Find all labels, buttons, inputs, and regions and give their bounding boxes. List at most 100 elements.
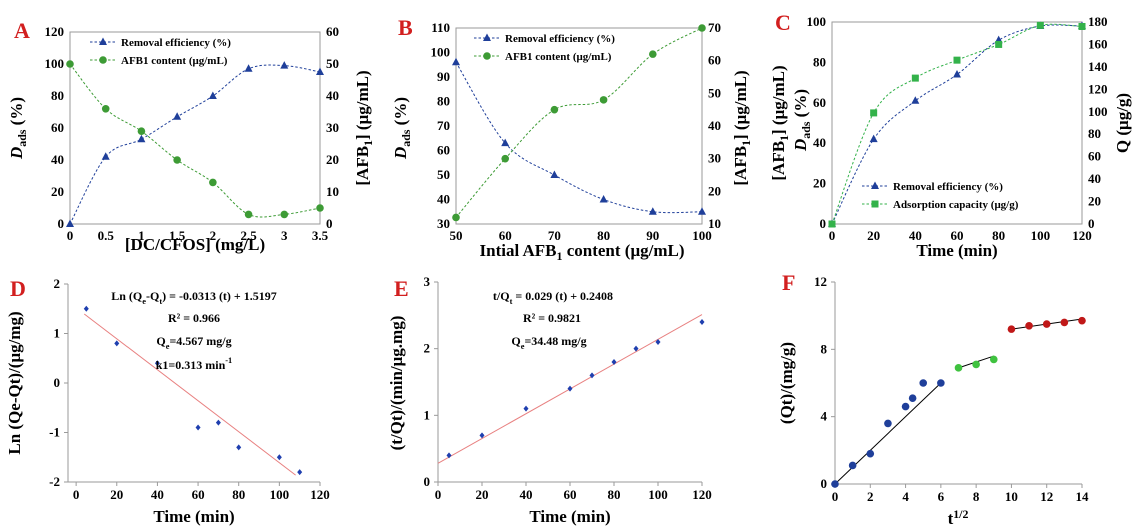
x-tick-label: 14 [1076, 489, 1090, 504]
data-point [550, 105, 559, 114]
y-tick-label: 60 [51, 120, 64, 135]
data-point [633, 345, 639, 352]
y-axis-title: Dads (%) [791, 89, 813, 152]
data-point [244, 210, 253, 219]
y-tick-label: 120 [45, 24, 65, 39]
y2-axis-title: [AFB1] (μg/mL) [731, 70, 753, 185]
y-tick-label: 70 [437, 118, 450, 133]
data-point [911, 96, 920, 104]
data-point [276, 454, 282, 461]
y2-tick-label: 40 [1088, 171, 1101, 186]
y-tick-label: 0 [58, 216, 65, 231]
x-tick-label: 1.5 [169, 228, 186, 243]
data-point [523, 405, 529, 412]
data-point [648, 207, 657, 215]
data-point [137, 134, 146, 143]
label-part: Q (μg/g) [1113, 93, 1132, 153]
data-point [208, 91, 217, 99]
label-part: 1 [557, 249, 563, 263]
data-point [280, 61, 289, 69]
label-part: 1 [739, 140, 753, 146]
y-tick-label: 12 [814, 274, 827, 289]
x-tick-label: 60 [192, 487, 205, 502]
y-tick-label: 80 [813, 54, 826, 69]
x-tick-label: 120 [1072, 228, 1092, 243]
x-tick-label: 100 [1031, 228, 1051, 243]
x-tick-label: 100 [648, 487, 668, 502]
fit-equation: Ln (Qe-Qt) = -0.0313 (t) + 1.5197 [111, 289, 277, 306]
panel-letter: E [394, 276, 409, 301]
data-point [479, 432, 485, 439]
panel-f: 0 2 4 6 8 10 12 14 0 4 8 12 [814, 274, 1089, 504]
y-axis-title: [AFB1] (μg/mL) [769, 65, 791, 180]
trend-line [83, 313, 296, 476]
panel-letter: F [782, 270, 795, 295]
label-part: 1 [361, 140, 375, 146]
data-point [866, 449, 875, 458]
label-part: ) = -0.0313 (t) + 1.5197 [162, 289, 277, 303]
label-part: e [166, 342, 170, 351]
y2-tick-label: 50 [326, 56, 339, 71]
panel-letter: C [775, 10, 791, 35]
data-point [154, 360, 160, 367]
legend-marker [871, 200, 879, 208]
y-tick-label: 80 [437, 94, 450, 109]
label-part: k1=0.313 min [156, 358, 226, 372]
data-point [550, 170, 559, 178]
x-tick-label: 1 [138, 228, 145, 243]
data-point [954, 364, 963, 372]
label-part: t [159, 297, 162, 306]
y-tick-label: 4 [821, 409, 828, 424]
label-part: = 0.029 (t) + 0.2408 [512, 289, 613, 303]
y-tick-label: 40 [437, 192, 450, 207]
series-line [69, 64, 321, 225]
data-point [83, 305, 89, 312]
y2-tick-label: 20 [1088, 194, 1101, 209]
y2-tick-label: 120 [1088, 81, 1108, 96]
data-point [599, 195, 608, 203]
legend-label: Removal efficiency (%) [505, 33, 615, 45]
segment-fit-line [834, 382, 942, 485]
panel-e: 0 20 40 60 80 100 120 0 1 2 3 [424, 274, 712, 502]
x-tick-label: 120 [692, 487, 712, 502]
data-point [114, 340, 120, 347]
data-point [699, 319, 705, 325]
legend-marker [99, 56, 107, 64]
data-point [1025, 321, 1033, 330]
label-part: -Q [146, 289, 159, 303]
y-tick-label: 40 [51, 152, 64, 167]
y2-tick-label: 60 [708, 53, 721, 68]
x-axis-title: [DC/CFOS] (mg/L) [125, 235, 265, 254]
label-part: t [948, 509, 954, 528]
data-point [66, 60, 74, 68]
x-tick-label: 20 [476, 487, 489, 502]
x-tick-label: 20 [867, 228, 880, 243]
y-axis-title: Ln (Qe-Qt)/(μg/mg) [5, 311, 24, 454]
y-tick-label: 60 [437, 143, 450, 158]
label-part: (%) [7, 97, 26, 130]
y-tick-label: 3 [424, 274, 431, 289]
y-tick-label: 0 [424, 474, 431, 489]
label-part: Q [511, 334, 520, 348]
y2-tick-label: 160 [1088, 36, 1108, 51]
data-point [209, 178, 217, 187]
y-tick-label: 60 [813, 95, 826, 110]
data-point [989, 355, 998, 364]
y-tick-label: 2 [424, 341, 431, 356]
label-part: D [391, 147, 410, 160]
data-point [848, 461, 857, 470]
y2-tick-label: 30 [326, 120, 339, 135]
y2-tick-label: 30 [708, 151, 721, 166]
x-tick-label: 100 [692, 228, 712, 243]
y2-tick-label: 140 [1088, 59, 1108, 74]
data-point [937, 379, 945, 387]
panel-letter: D [10, 276, 26, 301]
y2-tick-label: 20 [326, 152, 339, 167]
label-part: Ln (Q [111, 289, 142, 303]
y-tick-label: 8 [821, 341, 828, 356]
y2-tick-label: 10 [326, 184, 339, 199]
y2-tick-label: 10 [708, 216, 721, 231]
y2-tick-label: 70 [708, 20, 721, 35]
y-axis-title: Dads (%) [391, 97, 413, 160]
fit-equation: t/Qt = 0.029 (t) + 0.2408 [493, 289, 613, 306]
